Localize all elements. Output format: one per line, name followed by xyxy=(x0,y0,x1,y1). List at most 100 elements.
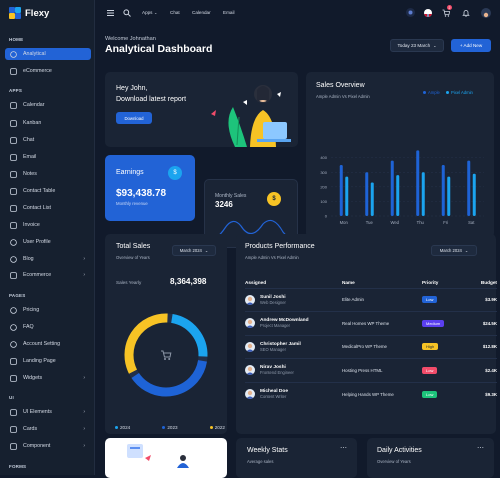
bell-icon[interactable] xyxy=(462,9,470,17)
sidebar-item-chat[interactable]: Chat xyxy=(5,134,91,146)
assigned-cell: Andrew McDownland Project Manager xyxy=(245,311,342,335)
total-sales-card: Total Sales Overview of Years March 2024… xyxy=(105,234,227,434)
avatar xyxy=(245,389,255,399)
x-tick-label: Sat xyxy=(468,220,475,225)
aperture-icon xyxy=(10,50,17,58)
sidebar-item-notes[interactable]: Notes xyxy=(5,168,91,180)
sidebar-item-email[interactable]: Email xyxy=(5,151,91,163)
assignee-name: Sunil Joshi xyxy=(260,294,286,300)
chevron-right-icon: › xyxy=(83,375,85,381)
legend-item-2024: 2024 xyxy=(115,425,130,430)
sidebar-item-ecommerce[interactable]: Ecommerce › xyxy=(5,269,91,281)
sidebar-item-account-setting[interactable]: Account Setting xyxy=(5,338,91,350)
sales-overview-subtitle: Ample Admin Vs Pixel Admin xyxy=(316,94,370,99)
cart-icon[interactable] xyxy=(442,9,450,17)
chevron-down-icon: ⌄ xyxy=(154,10,158,15)
message-icon xyxy=(10,136,17,144)
bar-pixel-admin-mon xyxy=(345,176,349,216)
sidebar-section-ui: UI xyxy=(9,395,14,400)
topbar-menu-chat[interactable]: Chat xyxy=(170,10,180,15)
sidebar-item-analytical[interactable]: Analytical xyxy=(5,48,91,60)
legend-item-2023: 2023 xyxy=(162,425,178,430)
sidebar-item-contact-list[interactable]: Contact List xyxy=(5,202,91,214)
more-options-icon[interactable]: ⋯ xyxy=(477,445,484,452)
earnings-card: Earnings $ $93,438.78 Monthly revenue xyxy=(105,155,195,221)
priority-cell: Low xyxy=(422,381,467,406)
table-row[interactable]: Sunil Joshi Web Designer Elite Admin Low $3.… xyxy=(245,287,497,312)
sidebar-item-blog[interactable]: Blog › xyxy=(5,253,91,265)
sidebar-section-apps: APPS xyxy=(9,88,23,93)
download-button[interactable]: Download xyxy=(116,112,152,124)
mail-icon xyxy=(10,153,17,161)
sidebar-item-pricing[interactable]: Pricing xyxy=(5,304,91,316)
sidebar-item-label: Widgets xyxy=(23,375,43,381)
sidebar-item-kanban[interactable]: Kanban xyxy=(5,117,91,129)
topbar-menu-email[interactable]: Email xyxy=(223,10,235,15)
table-row[interactable]: Andrew McDownland Project Manager Real Hom… xyxy=(245,311,497,335)
assignee-role: Project Manager xyxy=(260,323,291,329)
basket-icon xyxy=(10,271,17,279)
assigned-cell: Sunil Joshi Web Designer xyxy=(245,287,342,312)
table-row[interactable]: Nirav Joshi Frontend Engineer Hosting Pres… xyxy=(245,358,497,382)
x-tick-label: Tue xyxy=(366,220,374,225)
table-row[interactable]: Micheal Doe Content Writer Helping Hands W… xyxy=(245,381,497,406)
date-filter-button[interactable]: Today 23 March ⌄ xyxy=(390,39,444,52)
sidebar-item-ui-elements[interactable]: UI Elements › xyxy=(5,406,91,418)
sidebar-item-calendar[interactable]: Calendar xyxy=(5,99,91,111)
assigned-cell: Micheal Doe Content Writer xyxy=(245,381,342,406)
brand-name: Flexy xyxy=(25,7,50,19)
avatar xyxy=(245,365,255,376)
bar-ample-fri xyxy=(441,164,445,216)
welcome-text: Welcome Johnathan xyxy=(105,36,156,42)
search-icon[interactable] xyxy=(123,9,131,17)
more-options-icon[interactable]: ⋯ xyxy=(340,445,347,452)
brand[interactable]: Flexy xyxy=(9,7,49,19)
budget-value: $12.8K xyxy=(467,334,497,359)
chevron-right-icon: › xyxy=(83,272,85,278)
app-window-icon xyxy=(10,357,17,365)
avatar xyxy=(245,318,255,329)
sidebar-item-contact-table[interactable]: Contact Table xyxy=(5,185,91,197)
col-priority: Priority xyxy=(422,279,439,285)
y-tick-label: 100 xyxy=(320,199,327,204)
menu-icon[interactable] xyxy=(107,10,114,16)
add-new-button[interactable]: + Add New xyxy=(451,39,491,52)
bar-ample-wed xyxy=(390,160,394,216)
sales-overview-title: Sales Overview xyxy=(316,82,365,89)
sidebar-item-label: Ecommerce xyxy=(23,272,52,278)
user-avatar[interactable] xyxy=(481,8,491,18)
products-filter-label: March 2024 xyxy=(439,248,462,253)
daily-activities-title: Daily Activities xyxy=(377,447,422,454)
topbar-menu-apps[interactable]: Apps xyxy=(142,10,153,15)
sidebar-item-invoice[interactable]: Invoice xyxy=(5,219,91,231)
products-filter[interactable]: March 2024 ⌄ xyxy=(431,245,477,256)
theme-toggle[interactable] xyxy=(406,8,415,17)
sidebar-item-ecommerce[interactable]: eCommerce xyxy=(5,65,91,77)
sidebar-item-component[interactable]: Component › xyxy=(5,440,91,452)
avatar xyxy=(245,294,255,305)
language-flag-icon[interactable] xyxy=(424,9,432,17)
sidebar-item-user-profile[interactable]: User Profile xyxy=(5,236,91,248)
user-circle-icon xyxy=(10,238,17,246)
topbar-menu-calendar[interactable]: Calendar xyxy=(192,10,211,15)
sidebar-item-cards[interactable]: Cards › xyxy=(5,423,91,435)
total-sales-subtitle: Overview of Years xyxy=(116,255,150,260)
chevron-right-icon: › xyxy=(83,256,85,262)
sidebar: Flexy HOME Analytical eCommerce APPS Calenda… xyxy=(0,0,95,475)
aperture-icon xyxy=(10,50,17,58)
total-sales-filter[interactable]: March 2024 ⌄ xyxy=(172,245,216,256)
bar-ample-sat xyxy=(467,160,471,216)
user-circle-icon xyxy=(10,340,17,348)
sidebar-item-label: Landing Page xyxy=(23,358,56,364)
sidebar-item-label: Calendar xyxy=(23,102,45,108)
daily-activities-subtitle: Overview of Years xyxy=(377,459,411,464)
chevron-down-icon: ⌄ xyxy=(204,248,209,253)
table-row[interactable]: Christopher Jamil SEO Manager MedicalPro W… xyxy=(245,334,497,359)
sidebar-item-faq[interactable]: FAQ xyxy=(5,321,91,333)
sidebar-item-label: User Profile xyxy=(23,239,51,245)
sales-yearly-value: 8,364,398 xyxy=(170,277,207,286)
priority-cell: Medium xyxy=(422,311,467,335)
user-circle-icon xyxy=(10,340,17,348)
sidebar-item-widgets[interactable]: Widgets › xyxy=(5,372,91,384)
sidebar-item-landing-page[interactable]: Landing Page xyxy=(5,355,91,367)
